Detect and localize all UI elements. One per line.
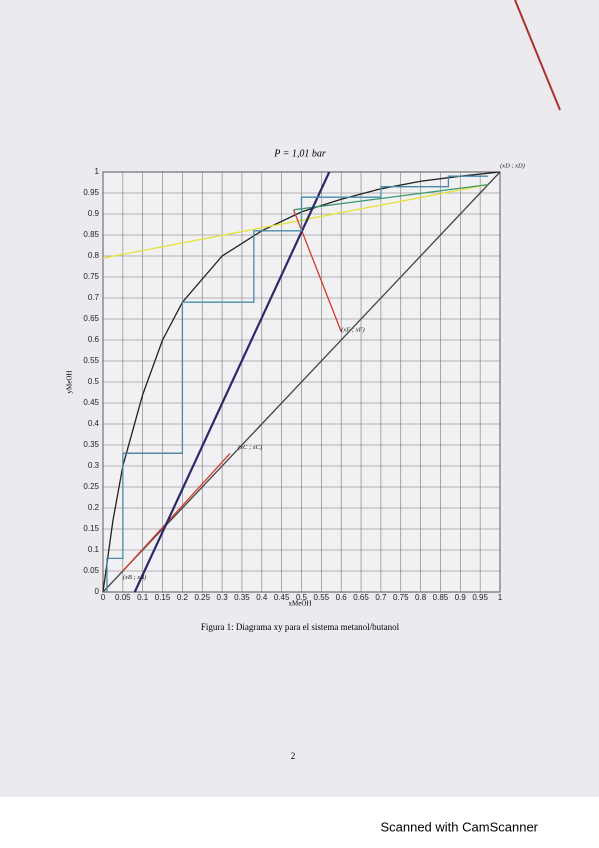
x-tick-label: 0.45 [274,593,290,602]
x-tick-label: 0.25 [194,593,210,602]
x-tick-label: 0.6 [336,593,348,602]
annotation: (xC ; xC) [238,444,262,451]
y-tick-label: 0 [95,587,100,596]
x-tick-label: 0 [101,593,106,602]
x-tick-label: 1 [498,593,503,602]
x-tick-label: 0.85 [433,593,449,602]
y-tick-label: 0.25 [83,482,99,491]
y-tick-label: 0.4 [88,419,100,428]
x-tick-label: 0.55 [314,593,330,602]
y-tick-label: 0.5 [88,377,100,386]
y-tick-label: 0.75 [83,272,99,281]
series-line [102,171,501,593]
y-tick-label: 0.35 [83,440,99,449]
y-tick-label: 0.65 [83,314,99,323]
x-tick-label: 0.1 [137,593,149,602]
page-edge [514,0,561,111]
y-tick-label: 0.1 [88,545,100,554]
chart-title: P = 1,01 bar [273,148,326,159]
y-tick-label: 0.95 [83,188,99,197]
series-line [122,452,231,572]
y-tick-label: 0.45 [83,398,99,407]
annotation: (xD ; xD) [500,162,525,169]
x-tick-label: 0.9 [455,593,467,602]
x-tick-label: 0.75 [393,593,409,602]
x-tick-label: 0.35 [234,593,250,602]
annotation: (xB ; xB) [123,574,146,581]
caption: Figura 1: Diagrama xy para el sistema me… [201,622,400,632]
y-tick-label: 0.85 [83,230,99,239]
y-tick-label: 0.15 [83,524,99,533]
x-tick-label: 0.05 [115,593,131,602]
x-tick-label: 0.5 [296,593,308,602]
footer: Scanned with CamScanner [380,819,538,834]
y-axis-label: yMeOH [66,371,74,394]
y-tick-label: 1 [95,167,100,176]
x-axis-label: xMeOH [289,600,312,608]
y-tick-label: 0.8 [88,251,100,260]
x-tick-label: 0.4 [256,593,268,602]
series-line [133,171,331,593]
y-tick-label: 0.9 [88,209,100,218]
x-tick-label: 0.2 [177,593,189,602]
x-tick-label: 0.7 [375,593,387,602]
series-line [102,183,489,259]
page-number: 2 [291,751,296,761]
x-tick-label: 0.8 [415,593,427,602]
annotation: (xF ; xF) [341,326,364,333]
y-tick-label: 0.05 [83,566,99,575]
series-line [293,183,489,211]
y-tick-label: 0.3 [88,461,100,470]
x-tick-label: 0.65 [353,593,369,602]
series-line [102,171,501,593]
y-tick-label: 0.55 [83,356,99,365]
y-tick-label: 0.2 [88,503,100,512]
y-tick-label: 0.6 [88,335,100,344]
x-tick-label: 0.15 [155,593,171,602]
y-tick-label: 0.7 [88,293,100,302]
series-line [106,175,489,592]
x-tick-label: 0.95 [472,593,488,602]
x-tick-label: 0.3 [217,593,229,602]
